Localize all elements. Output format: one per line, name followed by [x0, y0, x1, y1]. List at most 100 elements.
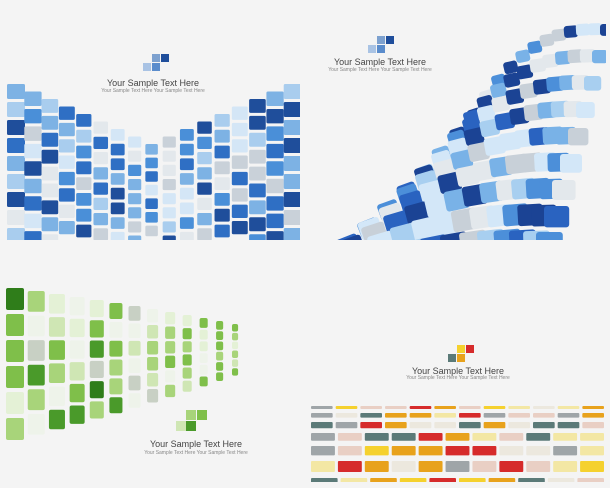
- mosaic-tile: [27, 291, 45, 312]
- mosaic-tile: [311, 478, 338, 482]
- mosaic-tile: [145, 157, 158, 169]
- mosaic-tile: [231, 139, 248, 153]
- mosaic-tile: [311, 446, 335, 456]
- logo-mark: [365, 36, 397, 58]
- mosaic-tile: [182, 354, 192, 366]
- logo-square: [386, 36, 394, 44]
- mosaic-tile: [337, 433, 362, 441]
- mosaic-tile: [41, 217, 59, 232]
- mosaic-tile: [266, 178, 284, 194]
- mosaic-tile: [199, 353, 208, 363]
- mosaic-tile: [110, 231, 125, 240]
- mosaic-tile: [409, 422, 432, 429]
- mosaic-tile: [7, 174, 25, 189]
- mosaic-tile: [199, 318, 208, 328]
- mosaic-tile: [450, 149, 474, 170]
- mosaic-tile: [27, 364, 45, 386]
- mosaic-tile: [214, 208, 230, 222]
- mosaic-tile: [214, 145, 230, 159]
- mosaic-tile: [41, 149, 59, 164]
- mosaic-tile: [128, 235, 142, 240]
- panel-warm-floor: Your Sample Text Here Your Sample Text H…: [310, 268, 606, 482]
- mosaic-tile: [179, 187, 194, 200]
- mosaic-tile: [575, 23, 591, 36]
- mosaic-tile: [89, 381, 104, 399]
- mosaic-tile: [128, 178, 142, 191]
- mosaic-tile: [434, 422, 456, 429]
- mosaic-tile: [385, 422, 407, 429]
- mosaic-tile: [109, 397, 123, 414]
- mosaic-tile: [337, 461, 362, 472]
- mosaic-tile: [145, 171, 158, 182]
- mosaic-tile: [249, 149, 266, 164]
- mosaic-tile: [165, 370, 176, 383]
- mosaic-tile: [182, 341, 192, 353]
- panel-blue-wave: Your Sample Text Here Your Sample Text H…: [310, 4, 606, 240]
- mosaic-tile: [128, 193, 142, 205]
- mosaic-tile: [391, 461, 416, 472]
- mosaic-tile: [367, 230, 397, 240]
- mosaic-tile: [283, 120, 300, 135]
- mosaic-tile: [582, 413, 604, 418]
- mosaic-tile: [266, 143, 284, 159]
- mosaic-tile: [592, 50, 606, 64]
- mosaic-tile: [197, 167, 212, 180]
- mosaic-tile: [467, 141, 490, 162]
- mosaic-tile: [165, 312, 176, 325]
- mosaic-tile: [231, 341, 239, 350]
- mosaic-tile: [197, 182, 212, 195]
- mosaic-tile: [109, 359, 123, 376]
- mosaic-tile: [266, 196, 284, 211]
- mosaic-tile: [283, 102, 300, 117]
- mosaic-tile: [48, 386, 65, 407]
- mosaic-tile: [557, 406, 580, 409]
- mosaic-tile: [231, 171, 248, 186]
- mosaic-tile: [58, 204, 75, 218]
- heading-text: Your Sample Text Here: [411, 366, 505, 376]
- mosaic-tile: [214, 224, 230, 238]
- logo-square: [368, 45, 376, 53]
- mosaic-tile: [553, 461, 578, 472]
- mosaic-tile: [231, 324, 239, 332]
- mosaic-tile: [197, 197, 212, 210]
- mosaic-tile: [93, 213, 109, 226]
- mosaic-tile: [483, 413, 506, 418]
- mosaic-tile: [231, 122, 248, 137]
- mosaic-tile: [147, 372, 159, 387]
- mosaic-tile: [508, 413, 530, 418]
- mosaic-tile: [364, 446, 389, 456]
- mosaic-tile: [197, 121, 212, 134]
- mosaic-tile: [128, 375, 141, 391]
- blue-wave-tiles: [335, 23, 606, 240]
- mosaic-tile: [197, 228, 212, 240]
- mosaic-tile: [385, 413, 407, 418]
- mosaic-tile: [519, 82, 538, 99]
- mosaic-tile: [182, 367, 192, 379]
- heading-text: Your Sample Text Here: [106, 78, 200, 88]
- mosaic-tile: [89, 300, 104, 318]
- mosaic-tile: [533, 422, 555, 429]
- mosaic-tile: [490, 82, 508, 99]
- mosaic-tile: [568, 128, 589, 146]
- mosaic-tile: [335, 406, 358, 409]
- mosaic-tile: [503, 72, 521, 88]
- mosaic-tile: [391, 433, 416, 441]
- mosaic-tile: [283, 192, 300, 207]
- mosaic-tile: [76, 208, 92, 222]
- mosaic-tile: [7, 156, 25, 171]
- mosaic-tile: [179, 143, 194, 156]
- mosaic-tile: [600, 24, 606, 36]
- mosaic-tile: [110, 173, 125, 185]
- mosaic-tile: [311, 433, 335, 441]
- mosaic-tile: [199, 376, 208, 387]
- mosaic-tile: [216, 331, 224, 340]
- mosaic-tile: [24, 161, 42, 176]
- mosaic-tile: [69, 318, 85, 338]
- mosaic-tile: [93, 121, 109, 134]
- mosaic-tile: [409, 413, 432, 418]
- mosaic-tile: [147, 324, 159, 339]
- mosaic-tile: [147, 309, 159, 323]
- mosaic-tile: [24, 143, 42, 159]
- mosaic-tile: [128, 164, 142, 176]
- mosaic-tile: [179, 129, 194, 141]
